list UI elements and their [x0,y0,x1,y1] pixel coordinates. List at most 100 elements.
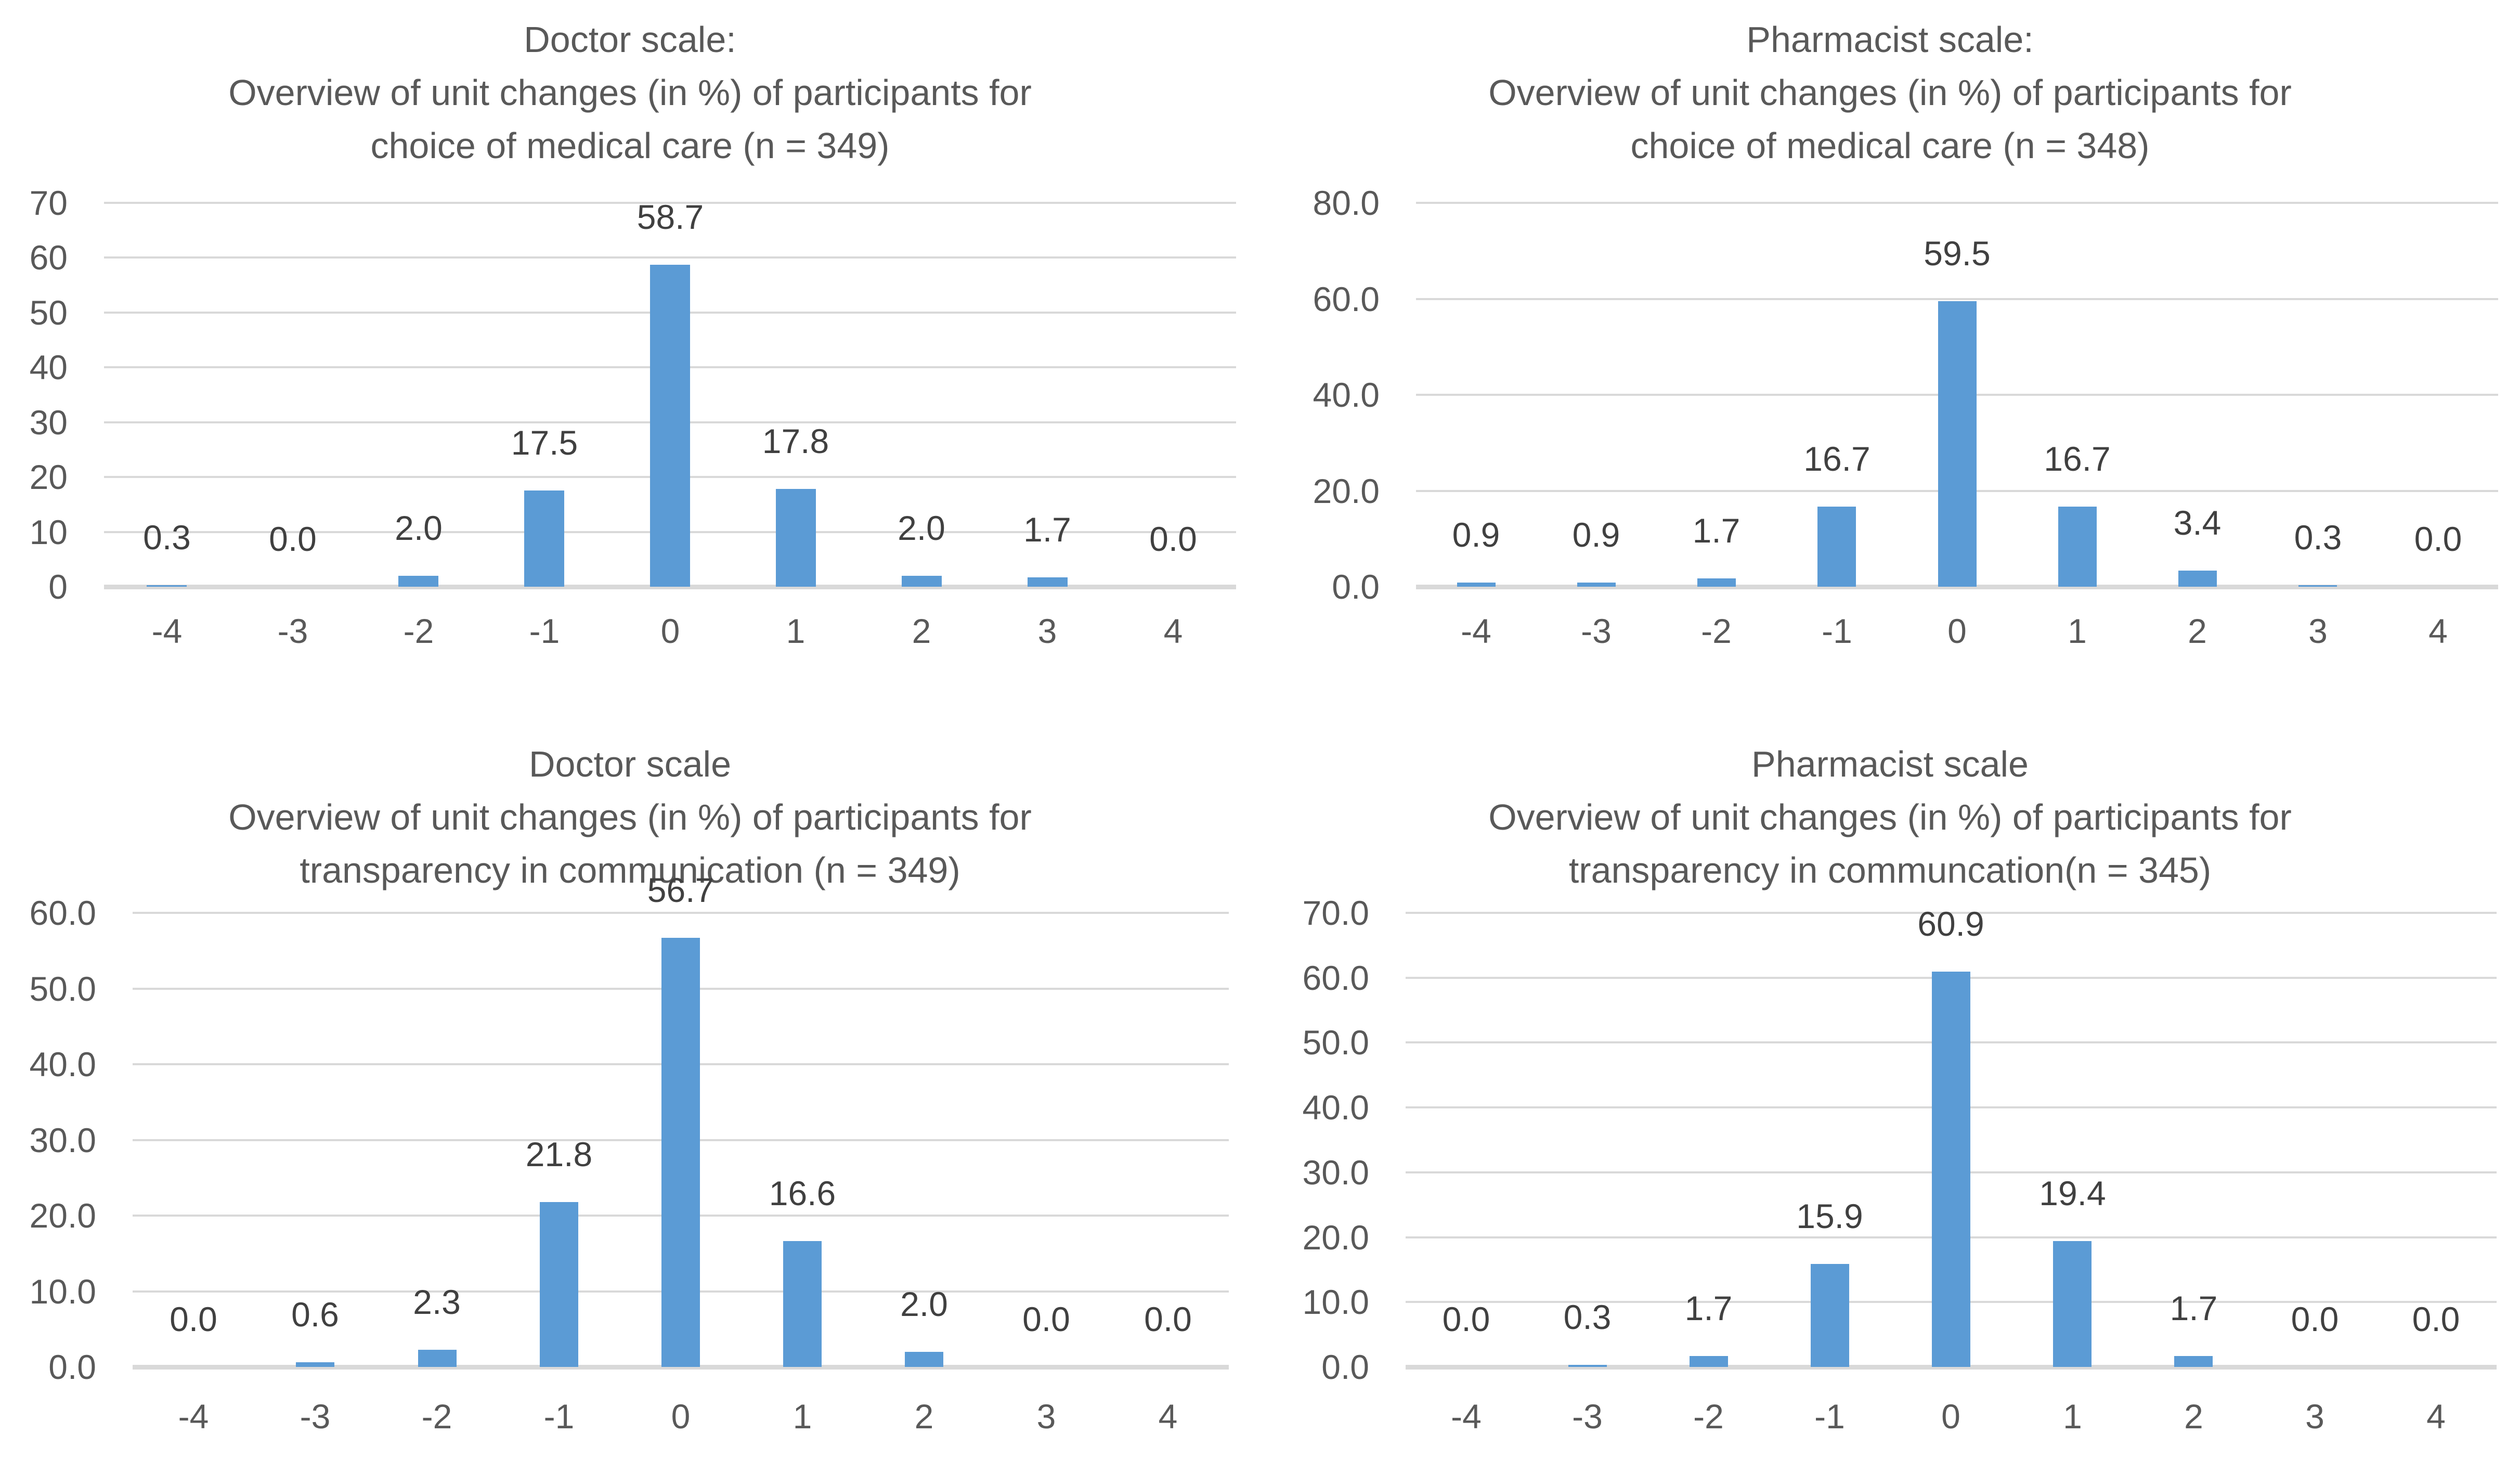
x-axis-tick-label: -2 [1693,1397,1724,1436]
x-axis-tick-label: -3 [300,1397,331,1436]
x-axis-tick-label: 4 [2428,612,2448,650]
bar-value-label: 58.7 [637,198,704,236]
x-axis-tick-label: 4 [2426,1397,2446,1436]
chart-pharmacist-transparency: Pharmacist scale Overview of unit changes… [1260,730,2520,1459]
y-axis-tick-label: 40.0 [1302,1088,1369,1127]
x-axis-tick-label: -4 [178,1397,209,1436]
chart-doctor-choice: Doctor scale: Overview of unit changes (i… [0,0,1260,730]
bar [2178,571,2217,587]
bar [1697,578,1736,587]
bar [2174,1356,2213,1367]
y-axis-tick-label: 60.0 [1302,958,1369,997]
gridline [133,912,1229,914]
bar [540,1202,578,1367]
x-axis-tick-label: -2 [1701,612,1732,650]
bar-value-label: 0.3 [2294,518,2342,557]
chart-pharmacist-choice: Pharmacist scale: Overview of unit change… [1260,0,2520,730]
bar-value-label: 2.0 [900,1285,948,1323]
bar-value-label: 59.5 [1924,234,1991,273]
x-axis-tick-label: 3 [1036,1397,1056,1436]
x-axis-tick-label: -4 [1461,612,1491,650]
y-axis-tick-label: 80.0 [1313,184,1380,222]
x-axis-tick-label: 3 [2305,1397,2324,1436]
gridline [1406,912,2497,914]
bar [1457,583,1496,587]
bar-value-label: 16.7 [1803,440,1870,478]
x-axis-tick-label: -2 [421,1397,452,1436]
y-axis-tick-label: 50.0 [1302,1023,1369,1062]
bar [2298,585,2337,587]
y-axis-tick-label: 20 [29,458,68,497]
x-axis-tick-label: 0 [660,612,680,650]
x-axis-tick-label: 1 [786,612,806,650]
x-axis-tick-label: 3 [1037,612,1057,650]
y-axis-tick-label: 30.0 [29,1120,96,1159]
x-axis-tick-label: 2 [914,1397,934,1436]
bar-value-label: 3.4 [2173,503,2222,542]
y-axis-tick-label: 70.0 [1302,894,1369,932]
y-axis-tick-label: 40.0 [1313,376,1380,414]
bar [147,585,187,587]
y-axis-tick-label: 20.0 [1302,1218,1369,1257]
bar-value-label: 17.5 [511,423,578,462]
bar-value-label: 19.4 [2039,1174,2106,1212]
bar [1932,972,1970,1367]
bar [2058,507,2097,587]
bar-value-label: 2.3 [413,1283,461,1321]
x-axis-tick-label: 0 [1941,1397,1960,1436]
gridline [1416,298,2498,300]
y-axis-tick-label: 0.0 [48,1348,96,1386]
chart-title: Doctor scale: Overview of unit changes (i… [16,13,1244,172]
bar [524,490,564,587]
y-axis-tick-label: 0.0 [1332,567,1380,606]
chart-title: Pharmacist scale Overview of unit changes… [1276,738,2504,897]
y-axis-tick-label: 60 [29,238,68,277]
x-axis-tick-label: 1 [2063,1397,2082,1436]
chart-title-line: Overview of unit changes (in %) of parti… [228,797,1032,837]
bar [1568,1365,1607,1367]
bar-value-label: 0.0 [1149,520,1197,558]
y-axis-tick-label: 70 [29,184,68,222]
chart-title-line: Doctor scale [528,744,732,784]
chart-title-line: transparency in communcation(n = 345) [1568,850,2212,890]
y-axis-tick-label: 10 [29,512,68,551]
y-axis-tick-label: 50 [29,293,68,332]
y-axis-tick-label: 60.0 [29,894,96,932]
bar-value-label: 0.0 [2412,1300,2460,1338]
bar [902,576,942,587]
bar [296,1362,334,1367]
chart-title-line: Pharmacist scale: [1746,19,2034,60]
bar-value-label: 1.7 [1684,1289,1733,1327]
bar [1811,1264,1849,1367]
x-axis-tick-label: -1 [1814,1397,1845,1436]
y-axis-tick-label: 30.0 [1302,1153,1369,1192]
bar-value-label: 0.6 [291,1295,339,1334]
bar-value-label: 2.0 [898,509,945,547]
bar-value-label: 16.6 [769,1174,836,1212]
bar-value-label: 0.9 [1572,515,1620,554]
bar [661,938,700,1367]
bar [783,1241,822,1367]
bar-value-label: 56.7 [647,871,715,909]
y-axis-tick-label: 50.0 [29,969,96,1008]
bar [1577,583,1616,587]
bar [776,489,816,587]
y-axis-tick-label: 0 [48,567,68,606]
bar-value-label: 1.7 [1692,511,1740,550]
y-axis-tick-label: 20.0 [29,1196,96,1235]
y-axis-tick-label: 30 [29,403,68,442]
chart-title-line: choice of medical care (n = 349) [370,125,890,166]
bar-value-label: 0.9 [1452,515,1500,554]
bar-value-label: 0.3 [1563,1298,1612,1336]
x-axis-baseline [1406,1365,2497,1370]
bar-value-label: 0.0 [170,1300,217,1338]
bar-value-label: 2.0 [395,509,443,547]
bar [1028,577,1068,587]
bar-value-label: 17.8 [762,422,829,460]
x-axis-tick-label: -4 [151,612,183,650]
x-axis-tick-label: -3 [1572,1397,1603,1436]
bar-value-label: 0.0 [2291,1300,2339,1338]
x-axis-tick-label: 1 [793,1397,812,1436]
bar-value-label: 1.7 [2170,1289,2218,1327]
gridline [1416,202,2498,204]
